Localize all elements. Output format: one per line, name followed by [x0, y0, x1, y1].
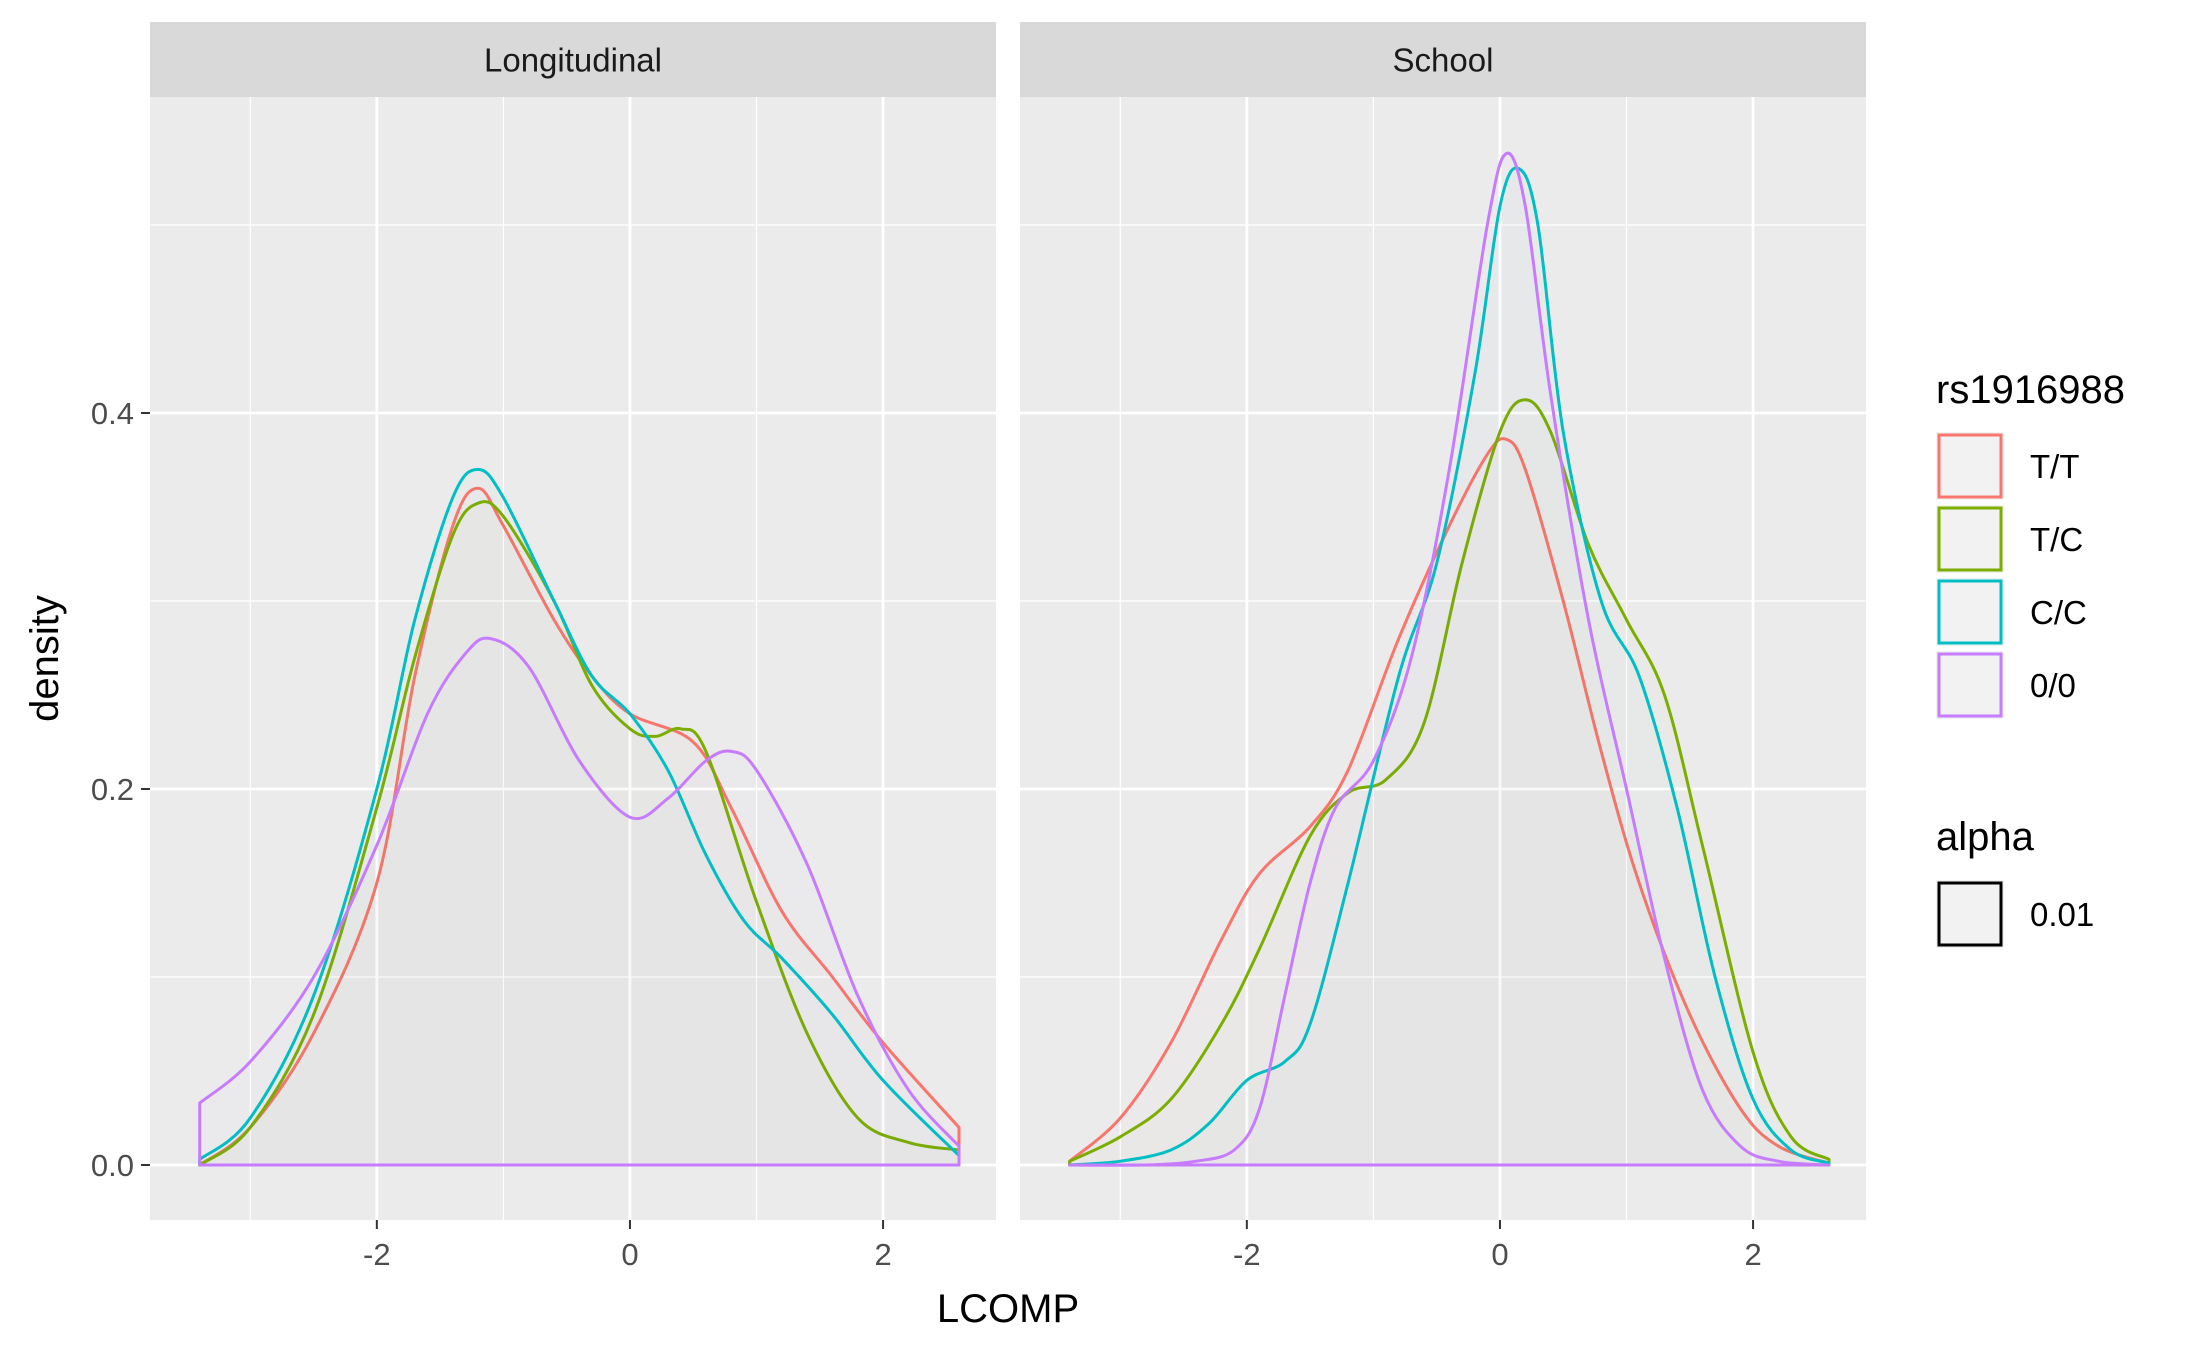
legend-key: [1937, 652, 2003, 718]
legend-key: [1937, 579, 2003, 645]
x-tick-label: 2: [874, 1237, 891, 1272]
legend-item-0-0: 0/0: [1936, 651, 2076, 719]
legend-item-t-c: T/C: [1936, 505, 2083, 573]
legend-item-c-c: C/C: [1936, 578, 2087, 646]
y-axis-title: density: [23, 595, 67, 722]
y-tick-label: 0.2: [91, 772, 134, 807]
legend-label: C/C: [2030, 594, 2087, 631]
panel-background: [1020, 97, 1866, 1220]
density-curve-t-t: [1068, 437, 1831, 1167]
legend-item-alpha: 0.01: [1936, 880, 2094, 948]
legend-label: T/C: [2030, 521, 2083, 558]
legend-key-background: [1936, 505, 2004, 573]
legend-key-background: [1936, 880, 2004, 948]
legend-title-colour: rs1916988: [1936, 368, 2125, 412]
density-curve-c-c: [1068, 166, 1831, 1167]
panel-background: [150, 97, 996, 1220]
panels: Longitudinal School: [150, 22, 1866, 1220]
legend-key-background: [1936, 432, 2004, 500]
density-curve-0-0: [1068, 151, 1831, 1167]
legend-key-background: [1936, 578, 2004, 646]
x-tick-label: -2: [363, 1237, 391, 1272]
legend-key: [1937, 433, 2003, 499]
y-tick-label: 0.4: [91, 396, 134, 431]
density-curve-t-c: [1068, 398, 1831, 1167]
strip-label: Longitudinal: [484, 42, 662, 79]
legend-label: 0.01: [2030, 896, 2094, 933]
x-tick-label: 2: [1744, 1237, 1761, 1272]
panel-school: School: [1020, 22, 1866, 1220]
strip-background: [1020, 22, 1866, 97]
x-tick-label: 0: [1491, 1237, 1508, 1272]
legend-key: [1937, 881, 2003, 947]
legend-key: [1937, 506, 2003, 572]
axes: -2 0 2 -2 0 2 0.0 0.2 0.4 LCOMP density: [23, 396, 1762, 1331]
strip-background: [150, 22, 996, 97]
x-tick-label: -2: [1233, 1237, 1261, 1272]
panel-longitudinal: Longitudinal: [150, 22, 996, 1220]
x-axis-title: LCOMP: [937, 1287, 1079, 1331]
density-curve-t-t: [198, 486, 961, 1167]
legend-key-background: [1936, 651, 2004, 719]
density-curve-0-0: [198, 636, 961, 1167]
y-tick-label: 0.0: [91, 1148, 134, 1183]
density-curve-c-c: [198, 467, 961, 1167]
legend-title-alpha: alpha: [1936, 815, 2035, 859]
legend: rs1916988 T/T T/C C/C 0/0 alpha 0.01: [1936, 368, 2125, 948]
legend-item-t-t: T/T: [1936, 432, 2079, 500]
x-tick-label: 0: [621, 1237, 638, 1272]
legend-label: T/T: [2030, 448, 2079, 485]
legend-label: 0/0: [2030, 667, 2076, 704]
strip-label: School: [1393, 42, 1494, 79]
